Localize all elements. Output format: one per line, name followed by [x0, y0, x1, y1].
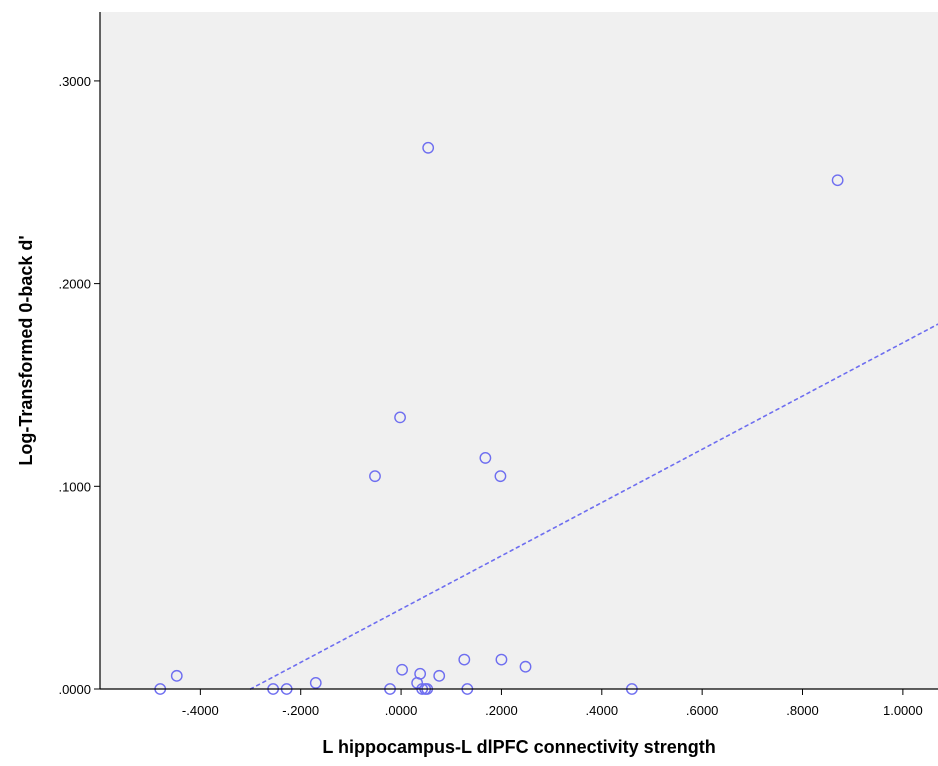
fit-line-layer: [249, 323, 938, 690]
axes-layer: [99, 12, 938, 690]
x-tick-label: .2000: [485, 703, 518, 718]
plot-background: [100, 12, 938, 689]
data-point: [479, 452, 492, 464]
data-point: [369, 470, 381, 483]
x-tick-label: -.2000: [282, 703, 319, 718]
data-point: [422, 141, 435, 154]
fit-line: [249, 323, 938, 690]
data-point: [394, 411, 406, 424]
y-tick-label: .2000: [58, 277, 91, 292]
data-point: [519, 660, 532, 673]
x-axis-title: L hippocampus-L dlPFC connectivity stren…: [322, 737, 715, 757]
y-axis-title: Log-Transformed 0-back d': [16, 235, 36, 465]
y-tick-label: .1000: [58, 479, 91, 494]
x-tick-label: .6000: [686, 703, 719, 718]
data-point: [433, 669, 446, 682]
x-tick-label: .0000: [385, 703, 418, 718]
x-tick-label: 1.0000: [883, 703, 923, 718]
y-tick-label: .0000: [58, 682, 91, 697]
x-tick-label: -.4000: [182, 703, 219, 718]
x-axis-ticks: -.4000 -.2000 .0000 .2000 .4000 .6000 .8000 1.0…: [182, 689, 923, 718]
y-axis-ticks: .0000 .1000 .2000 .3000: [58, 74, 100, 697]
data-point: [458, 653, 471, 666]
y-tick-label: .3000: [58, 74, 91, 89]
data-point: [396, 663, 408, 676]
data-points-layer: [154, 141, 844, 695]
data-point: [170, 669, 183, 682]
data-point: [414, 667, 427, 680]
data-point: [494, 470, 507, 483]
data-point: [309, 677, 322, 689]
data-point: [831, 174, 844, 187]
data-point: [495, 653, 508, 666]
x-tick-label: .8000: [786, 703, 819, 718]
x-tick-label: .4000: [586, 703, 619, 718]
